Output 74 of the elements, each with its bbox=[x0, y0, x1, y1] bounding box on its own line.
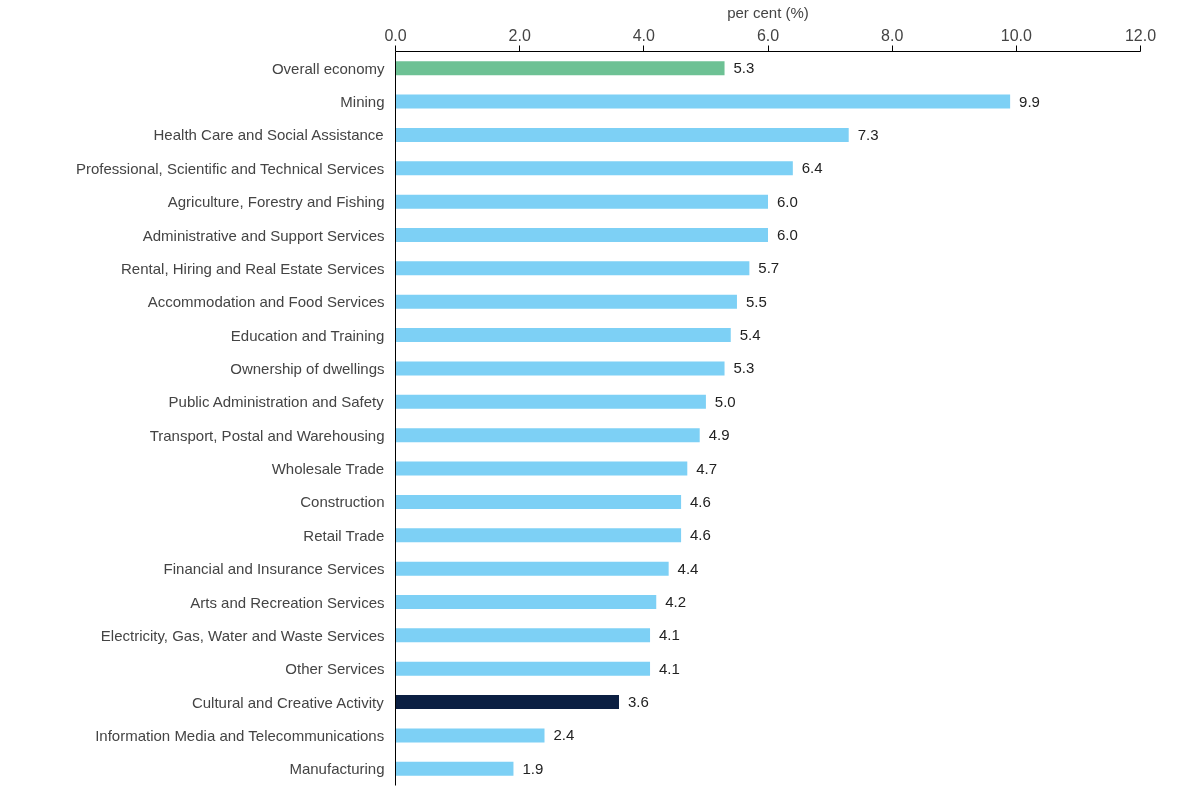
bar bbox=[395, 461, 688, 476]
bar bbox=[395, 94, 1011, 109]
data-label: 7.3 bbox=[857, 125, 879, 143]
data-label: 9.9 bbox=[1019, 92, 1040, 110]
data-label: 1.9 bbox=[522, 759, 544, 777]
bar bbox=[395, 394, 706, 409]
bar bbox=[395, 761, 514, 776]
y-tick-label: Professional, Scientific and Technical Services bbox=[76, 159, 385, 177]
y-tick-label: Electricity, Gas, Water and Waste Services bbox=[100, 626, 385, 644]
data-label: 3.6 bbox=[627, 693, 649, 711]
y-tick-label: Mining bbox=[340, 93, 385, 111]
x-tick-label: 0.0 bbox=[384, 26, 407, 44]
y-tick-label: Accommodation and Food Services bbox=[147, 293, 385, 311]
bar bbox=[395, 361, 725, 376]
bar bbox=[395, 728, 545, 743]
x-tick-label: 2.0 bbox=[508, 26, 531, 44]
bar bbox=[395, 161, 793, 176]
x-axis-title: per cent (%) bbox=[727, 3, 809, 21]
x-tick-label: 8.0 bbox=[881, 26, 904, 44]
bar bbox=[395, 61, 725, 76]
bar bbox=[395, 628, 651, 643]
data-label: 4.1 bbox=[658, 659, 680, 677]
y-tick-label: Health Care and Social Assistance bbox=[153, 126, 384, 144]
bar bbox=[395, 594, 657, 610]
y-tick-label: Retail Trade bbox=[303, 526, 385, 544]
bar bbox=[395, 227, 768, 243]
data-label: 6.4 bbox=[801, 159, 823, 177]
y-tick-label: Cultural and Creative Activity bbox=[191, 693, 385, 711]
data-label: 4.6 bbox=[690, 492, 711, 510]
data-label: 4.6 bbox=[690, 526, 711, 544]
y-tick-label: Agriculture, Forestry and Fishing bbox=[167, 193, 385, 211]
y-tick-label: Ownership of dwellings bbox=[230, 359, 385, 377]
y-tick-label: Rental, Hiring and Real Estate Services bbox=[121, 259, 385, 277]
data-label: 6.0 bbox=[776, 226, 798, 243]
data-label: 4.2 bbox=[665, 593, 687, 610]
bar bbox=[395, 194, 768, 209]
y-tick-label: Arts and Recreation Services bbox=[190, 593, 385, 611]
y-tick-label: Transport, Postal and Warehousing bbox=[149, 426, 385, 444]
data-label: 6.0 bbox=[776, 192, 798, 210]
bar bbox=[395, 494, 682, 509]
data-label: 5.5 bbox=[745, 292, 767, 310]
x-tick-label: 12.0 bbox=[1124, 26, 1157, 44]
y-tick-label: Construction bbox=[300, 493, 385, 511]
y-tick-label: Overall economy bbox=[271, 59, 385, 77]
data-label: 4.7 bbox=[696, 459, 718, 477]
y-tick-label: Public Administration and Safety bbox=[168, 393, 385, 411]
x-tick-label: 6.0 bbox=[756, 26, 780, 44]
data-label: 2.4 bbox=[553, 726, 575, 744]
x-tick-label: 10.0 bbox=[1000, 26, 1033, 44]
bar bbox=[395, 328, 731, 343]
bar bbox=[395, 695, 619, 710]
bar bbox=[395, 294, 737, 309]
bar bbox=[395, 261, 750, 276]
y-tick-label: Information Media and Telecommunications bbox=[95, 726, 385, 744]
bar bbox=[395, 561, 669, 576]
data-label: 4.4 bbox=[677, 559, 699, 577]
y-tick-label: Other Services bbox=[285, 660, 385, 678]
data-label: 5.3 bbox=[733, 359, 755, 377]
data-label: 5.7 bbox=[758, 259, 780, 277]
data-label: 5.3 bbox=[733, 59, 755, 77]
bar bbox=[395, 661, 651, 676]
y-tick-label: Administrative and Support Services bbox=[142, 226, 385, 244]
y-tick-label: Financial and Insurance Services bbox=[163, 560, 385, 578]
y-tick-label: Wholesale Trade bbox=[271, 460, 385, 478]
bar bbox=[395, 528, 682, 543]
data-label: 5.0 bbox=[714, 392, 736, 410]
bar bbox=[395, 428, 700, 443]
y-tick-label: Education and Training bbox=[230, 326, 385, 344]
data-label: 5.4 bbox=[739, 326, 761, 344]
data-label: 4.9 bbox=[708, 426, 730, 444]
x-tick-label: 4.0 bbox=[632, 26, 656, 44]
bar bbox=[395, 127, 849, 142]
y-tick-label: Manufacturing bbox=[289, 760, 385, 778]
data-label: 4.1 bbox=[658, 626, 680, 644]
